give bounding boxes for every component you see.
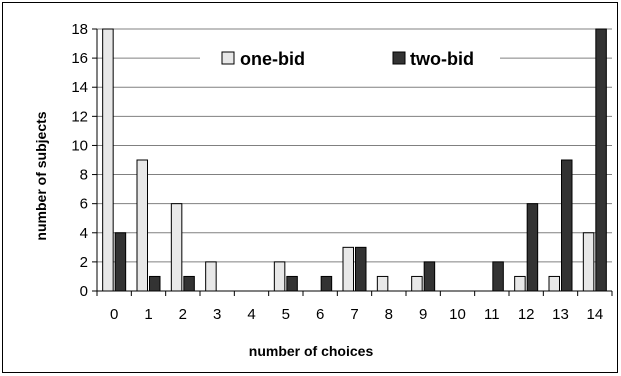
- x-tick-label: 2: [179, 306, 187, 323]
- legend-label-two-bid: two-bid: [410, 49, 474, 69]
- bar-one-bid-5: [273, 261, 286, 292]
- x-tick-label: 0: [110, 306, 118, 323]
- axes: [92, 28, 613, 296]
- x-tick-label: 13: [552, 306, 569, 323]
- bar-one-bid-9: [411, 275, 423, 292]
- x-tick-label: 3: [213, 306, 221, 323]
- y-tick-label: 10: [71, 137, 88, 154]
- bar-one-bid-3: [205, 261, 217, 292]
- bar-one-bid-8: [376, 275, 389, 292]
- bar-one-bid-1: [136, 159, 148, 292]
- bar-one-bid-12: [514, 275, 526, 292]
- bar-one-bid-13: [548, 275, 560, 292]
- x-tick-label: 8: [385, 306, 393, 323]
- x-tick-label: 1: [144, 306, 152, 323]
- x-tick-label: 4: [247, 306, 255, 323]
- legend-label-one-bid: one-bid: [240, 49, 305, 69]
- x-tick-label: 7: [350, 306, 358, 323]
- bar-two-bid-14: [595, 28, 607, 292]
- y-axis-title: number of subjects: [33, 111, 49, 240]
- bar-two-bid-11: [492, 261, 504, 292]
- x-tick-label: 14: [586, 306, 603, 323]
- bar-two-bid-0: [114, 232, 127, 292]
- y-tick-label: 0: [80, 283, 88, 300]
- x-tick-label: 6: [316, 306, 324, 323]
- bar-two-bid-5: [286, 275, 298, 292]
- y-tick-label: 4: [80, 225, 88, 242]
- bar-two-bid-9: [423, 261, 436, 292]
- y-tick-label: 18: [71, 21, 88, 38]
- y-tick-label: 2: [80, 254, 88, 271]
- y-tick-label: 8: [80, 167, 88, 184]
- y-tick-label: 6: [80, 196, 88, 213]
- bar-one-bid-2: [170, 203, 183, 292]
- y-tick-labels: 0 2 4 6 8 10 12 14 16 18: [71, 21, 88, 300]
- bar-two-bid-12: [526, 203, 539, 292]
- y-tick-label: 14: [71, 79, 88, 96]
- gridlines: [97, 28, 612, 263]
- bar-two-bid-7: [355, 246, 367, 292]
- y-tick-label: 16: [71, 50, 88, 67]
- x-tick-label: 5: [282, 306, 290, 323]
- legend-swatch-two-bid: [392, 51, 406, 65]
- y-tick-label: 12: [71, 108, 88, 125]
- bar-two-bid-2: [183, 275, 195, 292]
- x-tick-label: 9: [419, 306, 427, 323]
- x-tick-label: 12: [518, 306, 535, 323]
- x-tick-labels: 0 1 2 3 4 5 6 7 8 9 10 11 12 13 14: [110, 306, 603, 323]
- legend-swatch-one-bid: [221, 51, 235, 65]
- bar-two-bid-6: [320, 275, 333, 292]
- x-axis-title: number of choices: [249, 343, 374, 359]
- bar-one-bid-0: [102, 28, 114, 292]
- bar-one-bid-14: [582, 232, 595, 292]
- bar-two-bid-13: [561, 159, 573, 292]
- bar-one-bid-7: [342, 246, 354, 292]
- bars: [102, 28, 607, 292]
- legend-background: [200, 48, 500, 72]
- legend: one-bid two-bid: [200, 48, 500, 72]
- x-tick-label: 10: [449, 306, 466, 323]
- bar-two-bid-1: [149, 275, 161, 292]
- x-tick-label: 11: [484, 306, 500, 323]
